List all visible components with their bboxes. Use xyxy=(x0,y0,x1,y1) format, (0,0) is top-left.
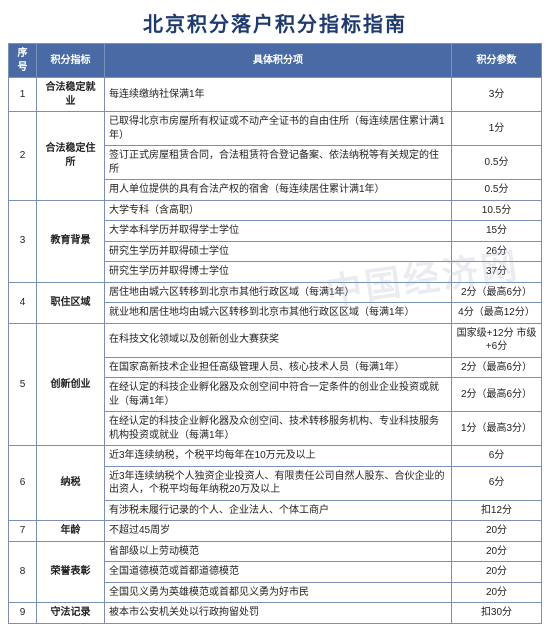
cell-score: 国家级+12分 市级+6分 xyxy=(452,323,542,357)
cell-detail: 研究生学历并取得硕士学位 xyxy=(105,241,452,262)
cell-score: 2分（最高6分） xyxy=(452,378,542,412)
cell-category: 纳税 xyxy=(37,446,105,521)
cell-score: 0.5分 xyxy=(452,146,542,180)
cell-score: 15分 xyxy=(452,221,542,242)
cell-seq: 5 xyxy=(9,323,37,446)
cell-score: 1分 xyxy=(452,112,542,146)
cell-detail: 被本市公安机关处以行政拘留处罚 xyxy=(105,603,452,624)
cell-score: 10.5分 xyxy=(452,200,542,221)
cell-detail: 在科技文化领域以及创新创业大赛获奖 xyxy=(105,323,452,357)
cell-seq: 3 xyxy=(9,200,37,282)
cell-score: 6分 xyxy=(452,446,542,467)
cell-category: 合法稳定住所 xyxy=(37,112,105,201)
table-row: 9守法记录被本市公安机关处以行政拘留处罚扣30分 xyxy=(9,603,542,624)
cell-category: 守法记录 xyxy=(37,603,105,624)
cell-category: 创新创业 xyxy=(37,323,105,446)
cell-detail: 每连续缴纳社保满1年 xyxy=(105,78,452,112)
cell-category: 合法稳定就业 xyxy=(37,78,105,112)
cell-detail: 大学本科学历并取得学士学位 xyxy=(105,221,452,242)
cell-detail: 用人单位提供的具有合法产权的宿舍（每连续居住累计满1年） xyxy=(105,180,452,201)
cell-score: 20分 xyxy=(452,541,542,562)
cell-detail: 近3年连续纳税，个税平均每年在10万元及以上 xyxy=(105,446,452,467)
cell-score: 2分（最高6分） xyxy=(452,282,542,303)
cell-score: 扣12分 xyxy=(452,500,542,521)
cell-category: 荣誉表彰 xyxy=(37,541,105,603)
cell-detail: 全国见义勇为英雄模范或首都见义勇为好市民 xyxy=(105,582,452,603)
cell-score: 0.5分 xyxy=(452,180,542,201)
table-row: 7年龄不超过45周岁20分 xyxy=(9,521,542,542)
cell-score: 26分 xyxy=(452,241,542,262)
cell-detail: 在经认定的科技企业孵化器及众创空间中符合一定条件的创业企业投资或就业（每满1年） xyxy=(105,378,452,412)
cell-detail: 全国道德模范或首都道德模范 xyxy=(105,562,452,583)
cell-detail: 在国家高新技术企业担任高级管理人员、核心技术人员（每满1年） xyxy=(105,357,452,378)
table-row: 1合法稳定就业每连续缴纳社保满1年3分 xyxy=(9,78,542,112)
table-row: 8荣誉表彰省部级以上劳动模范20分 xyxy=(9,541,542,562)
cell-score: 3分 xyxy=(452,78,542,112)
table-row: 3教育背景大学专科（含高职）10.5分 xyxy=(9,200,542,221)
col-header-category: 积分指标 xyxy=(37,44,105,78)
table-row: 2合法稳定住所已取得北京市房屋所有权证或不动产全证书的自由住所（每连续居住累计满… xyxy=(9,112,542,146)
table-row: 4职住区域居住地由城六区转移到北京市其他行政区域（每满1年）2分（最高6分） xyxy=(9,282,542,303)
cell-category: 教育背景 xyxy=(37,200,105,282)
cell-detail: 省部级以上劳动模范 xyxy=(105,541,452,562)
col-header-seq: 序号 xyxy=(9,44,37,78)
cell-seq: 4 xyxy=(9,282,37,323)
cell-detail: 不超过45周岁 xyxy=(105,521,452,542)
table-header-row: 序号 积分指标 具体积分项 积分参数 xyxy=(9,44,542,78)
cell-seq: 1 xyxy=(9,78,37,112)
cell-detail: 已取得北京市房屋所有权证或不动产全证书的自由住所（每连续居住累计满1年） xyxy=(105,112,452,146)
cell-score: 20分 xyxy=(452,562,542,583)
cell-seq: 8 xyxy=(9,541,37,603)
cell-score: 37分 xyxy=(452,262,542,283)
cell-detail: 居住地由城六区转移到北京市其他行政区域（每满1年） xyxy=(105,282,452,303)
cell-detail: 大学专科（含高职） xyxy=(105,200,452,221)
cell-seq: 2 xyxy=(9,112,37,201)
cell-score: 4分（最高12分） xyxy=(452,303,542,324)
cell-seq: 6 xyxy=(9,446,37,521)
points-table: 序号 积分指标 具体积分项 积分参数 1合法稳定就业每连续缴纳社保满1年3分2合… xyxy=(8,43,542,624)
cell-category: 年龄 xyxy=(37,521,105,542)
table-row: 5创新创业在科技文化领域以及创新创业大赛获奖国家级+12分 市级+6分 xyxy=(9,323,542,357)
cell-score: 2分（最高6分） xyxy=(452,357,542,378)
col-header-score: 积分参数 xyxy=(452,44,542,78)
cell-detail: 就业地和居住地均由城六区转移到北京市其他行政区区域（每满1年） xyxy=(105,303,452,324)
cell-detail: 签订正式房屋租赁合同，合法租赁符合登记备案、依法纳税等有关规定的住所 xyxy=(105,146,452,180)
cell-detail: 近3年连续纳税个人独资企业投资人、有限责任公司自然人股东、合伙企业的出资人，个税… xyxy=(105,466,452,500)
cell-score: 1分（最高3分） xyxy=(452,412,542,446)
cell-detail: 在经认定的科技企业孵化器及众创空间、技术转移服务机构、专业科技服务机构投资或就业… xyxy=(105,412,452,446)
col-header-detail: 具体积分项 xyxy=(105,44,452,78)
cell-score: 扣30分 xyxy=(452,603,542,624)
cell-score: 6分 xyxy=(452,466,542,500)
cell-seq: 9 xyxy=(9,603,37,624)
cell-score: 20分 xyxy=(452,582,542,603)
cell-detail: 有涉税未履行记录的个人、企业法人、个体工商户 xyxy=(105,500,452,521)
cell-seq: 7 xyxy=(9,521,37,542)
cell-detail: 研究生学历并取得博士学位 xyxy=(105,262,452,283)
page-title: 北京积分落户积分指标指南 xyxy=(8,8,542,37)
cell-category: 职住区域 xyxy=(37,282,105,323)
table-row: 6纳税近3年连续纳税，个税平均每年在10万元及以上6分 xyxy=(9,446,542,467)
cell-score: 20分 xyxy=(452,521,542,542)
